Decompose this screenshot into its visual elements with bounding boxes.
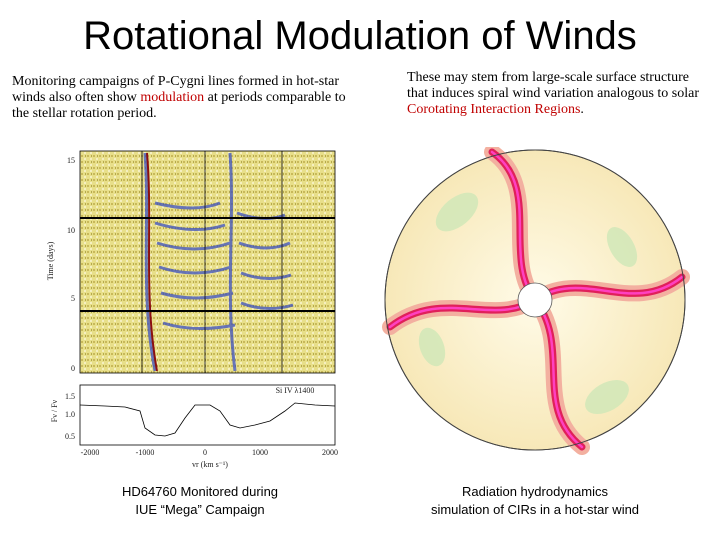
text-run: modulation bbox=[140, 90, 205, 105]
flux-tick-label: 0.5 bbox=[65, 432, 75, 441]
dynamic-spectrum-figure: Time (days) 15 10 5 0 Si IV λ1400 Fν / Fν 1.5 1.… bbox=[46, 150, 338, 469]
x-tick-label: 2000 bbox=[322, 448, 338, 457]
caption-line: Radiation hydrodynamics bbox=[462, 484, 608, 499]
text-run: at periods comparable to the stellar rot… bbox=[12, 90, 346, 121]
caption-line: simulation of CIRs in a hot-star wind bbox=[430, 502, 640, 517]
y-tick-label: 0 bbox=[71, 364, 75, 373]
x-tick-label: -1000 bbox=[136, 448, 155, 457]
line-label: Si IV λ1400 bbox=[276, 386, 315, 395]
y-tick-label: 15 bbox=[67, 156, 75, 165]
caption-line: HD64760 Monitored during bbox=[121, 484, 279, 499]
x-tick-label: -2000 bbox=[81, 448, 100, 457]
flux-tick-label: 1.0 bbox=[65, 410, 75, 419]
y-axis-label: Time (days) bbox=[46, 241, 55, 280]
caption-line: IUE “Mega” Campaign bbox=[135, 502, 265, 517]
x-tick-label: 1000 bbox=[252, 448, 268, 457]
left-text: Monitoring campaigns of P-Cygni lines fo… bbox=[12, 74, 362, 122]
text-run: . bbox=[580, 102, 584, 117]
flux-tick-label: 1.5 bbox=[65, 392, 75, 401]
slide-title: Rotational Modulation of Winds bbox=[83, 14, 637, 58]
text-run: Corotating Interaction Regions bbox=[407, 102, 581, 117]
left-caption: HD64760 Monitored during IUE “Mega” Campa… bbox=[70, 483, 330, 519]
right-caption: Radiation hydrodynamics simulation of CIR… bbox=[385, 483, 685, 519]
text-run: Monitoring campaigns of P-Cygni lines fo… bbox=[12, 74, 340, 105]
cir-simulation-figure bbox=[382, 147, 690, 455]
y-tick-label: 10 bbox=[67, 226, 75, 235]
y-tick-label: 5 bbox=[71, 294, 75, 303]
right-text: These may stem from large-scale surface … bbox=[407, 70, 707, 118]
text-run: These may stem from large-scale surface … bbox=[407, 70, 699, 101]
x-tick-label: 0 bbox=[203, 448, 207, 457]
x-axis-label: vr (km s⁻¹) bbox=[192, 460, 228, 469]
flux-label: Fν / Fν bbox=[50, 399, 59, 422]
